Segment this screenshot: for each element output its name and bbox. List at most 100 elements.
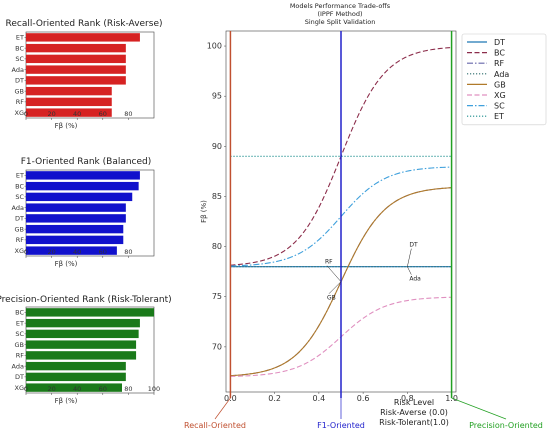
annotation-rf: RF — [325, 259, 333, 266]
bar-ada — [26, 65, 126, 74]
bar-sc — [26, 329, 139, 339]
main-chart-subtitle-1: (IPPF Method) — [317, 10, 362, 18]
x-axis-label: Fβ (%) — [55, 397, 78, 405]
y-tick-label: 90 — [212, 142, 222, 151]
category-label: Ada — [12, 66, 24, 74]
legend-label-ada: Ada — [494, 70, 509, 79]
category-label: Ada — [12, 362, 24, 370]
x-tick-label: 0.6 — [357, 394, 370, 403]
annotation-gb: GB — [327, 295, 336, 302]
bar-panel-frame — [25, 306, 155, 394]
bar-xg — [26, 383, 122, 392]
x-tick-label: 60 — [99, 248, 107, 256]
y-tick-label: 70 — [212, 342, 222, 351]
bar-gb — [26, 340, 137, 349]
bar-dt — [26, 214, 126, 223]
category-label: ET — [16, 319, 24, 327]
main-chart-title: Models Performance Trade-offs — [290, 2, 391, 10]
category-label: BC — [15, 309, 24, 317]
x-tick-label: 40 — [73, 248, 81, 256]
x-tick-label: 0.2 — [268, 394, 281, 403]
bar-et — [26, 33, 140, 42]
category-label: XG — [15, 384, 25, 392]
x-tick-label: 20 — [47, 110, 55, 118]
legend-label-gb: GB — [494, 80, 506, 89]
bar-bc — [26, 43, 126, 53]
bar-ada — [26, 361, 126, 371]
recall-rank-panel: ET BC SC Ada DT GB RF XG 0 20 40 60 80 Fβ (%) — [12, 31, 155, 130]
category-label: RF — [16, 98, 25, 106]
y-tick-label: 75 — [212, 292, 222, 301]
bar-gb — [26, 86, 112, 96]
legend-label-rf: RF — [494, 59, 505, 68]
category-label: ET — [16, 34, 24, 42]
bar-et — [26, 171, 140, 180]
category-label: GB — [15, 341, 25, 349]
x-tick-label: 40 — [73, 110, 81, 118]
recall-panel-title: Recall-Oriented Rank (Risk-Averse) — [5, 19, 162, 29]
x-tick-label: 0.8 — [401, 394, 414, 403]
bar-ada — [26, 203, 126, 212]
x-tick-label: 100 — [148, 385, 160, 393]
bar-rf — [26, 351, 137, 360]
legend-label-sc: SC — [494, 102, 505, 111]
y-tick-label: 80 — [212, 242, 222, 251]
x-tick-label: 0 — [24, 110, 28, 118]
category-label: XG — [15, 247, 25, 255]
y-tick-label: 85 — [212, 192, 222, 201]
risk-averse-label: Risk-Averse (0.0) — [380, 408, 448, 417]
annotation-dt: DT — [409, 242, 418, 249]
category-label: GB — [15, 87, 25, 95]
bar-bc — [26, 181, 139, 191]
y-axis-label: Fβ (%) — [200, 200, 208, 223]
x-tick-label: 0 — [24, 248, 28, 256]
category-label: Ada — [12, 204, 24, 212]
bar-sc — [26, 192, 133, 202]
risk-tolerant-label: Risk-Tolerant(1.0) — [379, 418, 449, 427]
x-tick-label: 40 — [73, 385, 81, 393]
x-tick-label: 20 — [47, 248, 55, 256]
category-label: XG — [15, 109, 25, 117]
y-tick-label: 100 — [207, 42, 222, 51]
legend-label-dt: DT — [494, 38, 505, 47]
bar-et — [26, 318, 140, 328]
category-label: ET — [16, 172, 24, 180]
bar-rf — [26, 235, 124, 245]
f1-panel-title: F1-Oriented Rank (Balanced) — [21, 157, 152, 167]
bar-bc — [26, 308, 154, 317]
x-tick-label: 0.4 — [313, 394, 326, 403]
reference-arrow — [214, 397, 231, 420]
x-tick-label: 1.0 — [445, 394, 458, 403]
bar-panel-frame — [25, 169, 155, 257]
category-label: DT — [15, 77, 24, 85]
category-label: GB — [15, 225, 25, 233]
x-tick-label: 80 — [124, 385, 132, 393]
bar-dt — [26, 76, 126, 85]
x-axis-label: Fβ (%) — [55, 122, 78, 130]
bar-gb — [26, 224, 124, 234]
category-label: RF — [16, 352, 25, 360]
category-label: BC — [15, 182, 24, 190]
category-label: DT — [15, 373, 24, 381]
reference-label-1: F1-Oriented — [317, 421, 365, 430]
annotation-arrow — [407, 266, 412, 275]
reference-arrow — [451, 397, 507, 420]
bar-dt — [26, 372, 126, 382]
precision-rank-panel: BC ET SC GB RF Ada DT XG 0 20 40 60 80 100 Fβ (%) — [12, 306, 160, 405]
category-label: RF — [16, 236, 25, 244]
annotation-arrow — [328, 281, 342, 294]
bar-xg — [26, 108, 112, 117]
reference-label-2: Precision-Oriented — [469, 421, 543, 430]
bar-sc — [26, 54, 126, 64]
annotation-ada: Ada — [409, 276, 421, 283]
bar-xg — [26, 246, 117, 255]
x-tick-label: 0 — [24, 385, 28, 393]
reference-label-0: Recall-Oriented — [184, 421, 246, 430]
x-tick-label: 80 — [124, 248, 132, 256]
x-tick-label: 60 — [99, 110, 107, 118]
x-axis-label: Fβ (%) — [55, 260, 78, 268]
main-chart-subtitle-2: Single Split Validation — [305, 18, 376, 26]
x-tick-label: 20 — [47, 385, 55, 393]
y-tick-label: 95 — [212, 92, 222, 101]
bar-rf — [26, 97, 112, 107]
